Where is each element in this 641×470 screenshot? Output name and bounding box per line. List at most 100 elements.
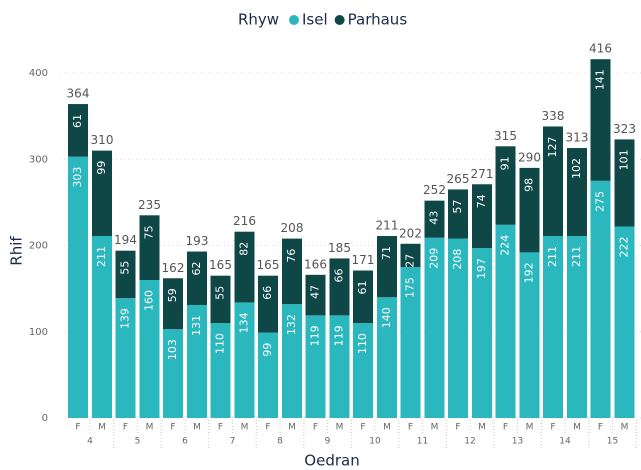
bar-segment [187,251,207,306]
x-tick-label: F [123,423,128,433]
bar-segment [590,59,611,181]
bar-segment [353,270,373,324]
value-label: 303 [71,167,84,188]
value-label: 110 [214,333,227,354]
value-label: 66 [333,268,346,282]
value-label: 160 [143,290,156,311]
bar-segment [305,274,326,316]
x-tick-label: F [598,423,603,433]
total-label: 211 [376,219,399,233]
bar-segment [282,304,302,418]
value-label: 66 [261,286,274,300]
bar-segment [472,248,492,418]
bar-segment [115,298,136,418]
total-label: 323 [613,122,636,136]
bar-segment [472,184,492,249]
x-tick-label: F [455,423,460,433]
bar-segment [424,200,445,238]
value-label: 131 [190,315,203,336]
bar-segment [377,236,397,298]
bar-segment [210,323,231,418]
value-label: 110 [356,333,369,354]
value-label: 47 [309,285,322,299]
value-label: 222 [618,237,631,258]
x-tick-label: M [146,423,154,433]
x-group-label: 4 [87,437,93,447]
total-label: 290 [518,150,541,164]
bar-segment [68,156,88,418]
total-label: 265 [447,172,470,186]
bar-segment [92,150,112,237]
value-label: 127 [546,136,559,157]
value-label: 61 [71,114,84,128]
bar-segment [495,224,516,418]
x-group-label: 7 [230,437,236,447]
total-label: 194 [114,233,137,247]
x-group-label: 8 [277,437,283,447]
x-group-label: 6 [182,437,188,447]
total-label: 315 [494,129,517,143]
legend-marker [334,15,345,25]
value-label: 208 [451,249,464,270]
value-label: 209 [428,248,441,269]
total-label: 338 [542,109,565,123]
total-label: 271 [471,167,494,181]
total-label: 193 [186,234,209,248]
value-label: 59 [166,288,179,302]
value-label: 55 [214,286,227,300]
x-tick-label: F [408,423,413,433]
bar-segment [329,315,350,418]
bar-segment [139,215,160,280]
value-label: 119 [333,325,346,346]
bar-segment [543,236,563,418]
value-label: 224 [499,235,512,256]
legend-label: Parhaus [348,11,408,29]
x-group-label: 14 [559,437,571,447]
value-label: 197 [475,258,488,279]
y-tick-label: 100 [29,327,48,338]
bar-segment [448,189,468,239]
value-label: 211 [546,246,559,267]
bar-segment [258,275,278,333]
total-label: 310 [91,133,114,147]
value-label: 76 [285,249,298,263]
value-label: 140 [380,307,393,328]
total-label: 208 [281,221,304,235]
y-tick-label: 0 [42,413,48,424]
x-tick-label: M [431,423,439,433]
x-tick-label: F [265,423,270,433]
bar-segment [115,250,136,299]
value-label: 61 [356,281,369,295]
x-group-label: 15 [607,437,618,447]
value-label: 103 [166,339,179,360]
x-tick-label: M [241,423,249,433]
value-label: 101 [618,149,631,170]
bar-segment [614,139,635,227]
bar-segment [353,323,373,418]
bar-segment [234,231,255,303]
x-tick-label: M [526,423,534,433]
total-label: 185 [328,241,351,255]
value-label: 55 [119,261,132,275]
value-label: 75 [143,225,156,239]
value-label: 98 [523,178,536,192]
x-group-label: 12 [464,437,475,447]
x-tick-label: F [218,423,223,433]
bar-segment [448,238,468,418]
bar-segment [282,238,302,305]
value-label: 82 [238,242,251,256]
total-label: 364 [67,87,90,101]
value-label: 192 [523,262,536,283]
value-label: 119 [309,325,322,346]
value-label: 139 [119,308,132,329]
bar-segment [495,146,516,225]
x-tick-label: F [503,423,508,433]
total-label: 416 [589,42,612,56]
bar-segment [519,252,540,418]
value-label: 27 [404,254,417,268]
bar-segment [163,278,183,330]
x-tick-label: M [573,423,581,433]
bar-segment [305,315,326,418]
bar-segment [234,302,255,418]
